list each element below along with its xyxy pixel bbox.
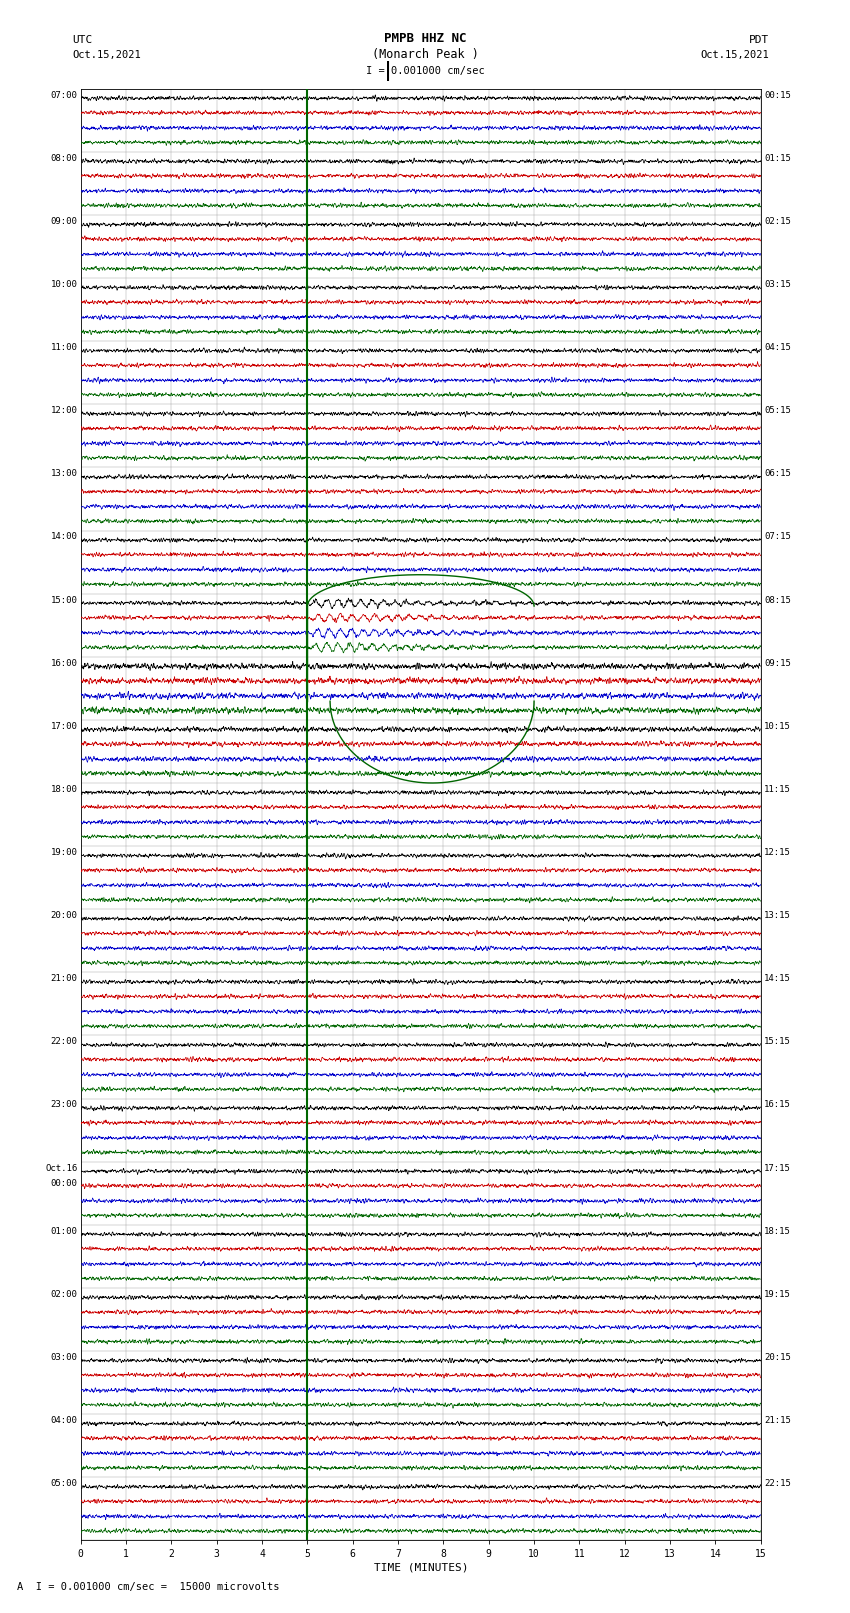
Text: 08:15: 08:15 — [764, 595, 791, 605]
Text: 18:15: 18:15 — [764, 1227, 791, 1236]
Text: 19:15: 19:15 — [764, 1290, 791, 1298]
Text: 20:00: 20:00 — [50, 911, 77, 919]
Text: 12:15: 12:15 — [764, 848, 791, 857]
Text: 13:00: 13:00 — [50, 469, 77, 479]
Text: 17:00: 17:00 — [50, 721, 77, 731]
Text: 00:00: 00:00 — [50, 1179, 77, 1189]
Text: 15:00: 15:00 — [50, 595, 77, 605]
Text: 22:15: 22:15 — [764, 1479, 791, 1489]
Text: 11:15: 11:15 — [764, 786, 791, 794]
Text: 02:00: 02:00 — [50, 1290, 77, 1298]
Text: 16:00: 16:00 — [50, 658, 77, 668]
Text: Oct.15,2021: Oct.15,2021 — [700, 50, 769, 60]
Text: 14:15: 14:15 — [764, 974, 791, 984]
Text: 12:00: 12:00 — [50, 406, 77, 415]
Text: 23:00: 23:00 — [50, 1100, 77, 1110]
Text: PMPB HHZ NC: PMPB HHZ NC — [383, 32, 467, 45]
Text: 04:00: 04:00 — [50, 1416, 77, 1424]
Text: 00:15: 00:15 — [764, 90, 791, 100]
Text: 19:00: 19:00 — [50, 848, 77, 857]
Text: 14:00: 14:00 — [50, 532, 77, 542]
Text: 09:00: 09:00 — [50, 216, 77, 226]
Text: 07:00: 07:00 — [50, 90, 77, 100]
Text: Oct.15,2021: Oct.15,2021 — [72, 50, 141, 60]
Text: I = 0.001000 cm/sec: I = 0.001000 cm/sec — [366, 66, 484, 76]
Text: 13:15: 13:15 — [764, 911, 791, 919]
Text: UTC: UTC — [72, 35, 93, 45]
Text: 08:00: 08:00 — [50, 153, 77, 163]
Text: 11:00: 11:00 — [50, 344, 77, 352]
Text: 10:00: 10:00 — [50, 281, 77, 289]
Text: 01:15: 01:15 — [764, 153, 791, 163]
Text: 20:15: 20:15 — [764, 1353, 791, 1361]
Text: 06:15: 06:15 — [764, 469, 791, 479]
Text: 05:00: 05:00 — [50, 1479, 77, 1489]
Text: 17:15: 17:15 — [764, 1163, 791, 1173]
Text: 04:15: 04:15 — [764, 344, 791, 352]
Text: 05:15: 05:15 — [764, 406, 791, 415]
Text: PDT: PDT — [749, 35, 769, 45]
X-axis label: TIME (MINUTES): TIME (MINUTES) — [373, 1563, 468, 1573]
Text: 02:15: 02:15 — [764, 216, 791, 226]
Text: Oct.16: Oct.16 — [45, 1163, 77, 1173]
Text: 18:00: 18:00 — [50, 786, 77, 794]
Text: A  I = 0.001000 cm/sec =  15000 microvolts: A I = 0.001000 cm/sec = 15000 microvolts — [17, 1582, 280, 1592]
Text: 21:15: 21:15 — [764, 1416, 791, 1424]
Text: (Monarch Peak ): (Monarch Peak ) — [371, 48, 479, 61]
Text: 21:00: 21:00 — [50, 974, 77, 984]
Text: 03:00: 03:00 — [50, 1353, 77, 1361]
Text: 10:15: 10:15 — [764, 721, 791, 731]
Text: 01:00: 01:00 — [50, 1227, 77, 1236]
Text: 16:15: 16:15 — [764, 1100, 791, 1110]
Text: 07:15: 07:15 — [764, 532, 791, 542]
Text: 03:15: 03:15 — [764, 281, 791, 289]
Text: 22:00: 22:00 — [50, 1037, 77, 1047]
Text: 15:15: 15:15 — [764, 1037, 791, 1047]
Text: 09:15: 09:15 — [764, 658, 791, 668]
